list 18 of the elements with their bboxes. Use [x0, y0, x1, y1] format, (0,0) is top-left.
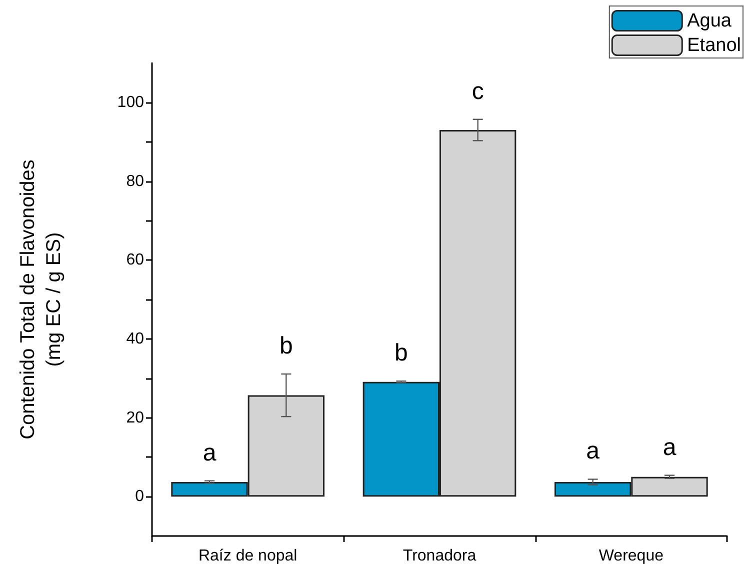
y-tick-label: 100	[117, 94, 144, 111]
y-tick-label: 60	[126, 252, 144, 269]
x-tick-label: Raíz de nopal	[198, 548, 298, 564]
legend-label: Etanol	[687, 34, 741, 56]
data-label: a	[202, 439, 217, 466]
data-label: b	[279, 332, 293, 360]
data-label: b	[394, 340, 408, 367]
y-axis-title: Contenido Total de Flavonoides (mg EC / g ES)	[17, 160, 65, 440]
y-tick-label: 20	[126, 409, 144, 426]
legend-label: Agua	[687, 10, 732, 32]
data-label: a	[662, 434, 677, 461]
x-tick-label: Wereque	[598, 548, 664, 564]
data-label: a	[586, 438, 600, 465]
y-tick-label: 80	[126, 172, 144, 190]
y-tick-label: 0	[135, 488, 144, 506]
y-tick-label: 40	[126, 330, 144, 348]
x-tick-label: Tronadora	[402, 548, 476, 564]
data-label: c	[472, 78, 484, 105]
